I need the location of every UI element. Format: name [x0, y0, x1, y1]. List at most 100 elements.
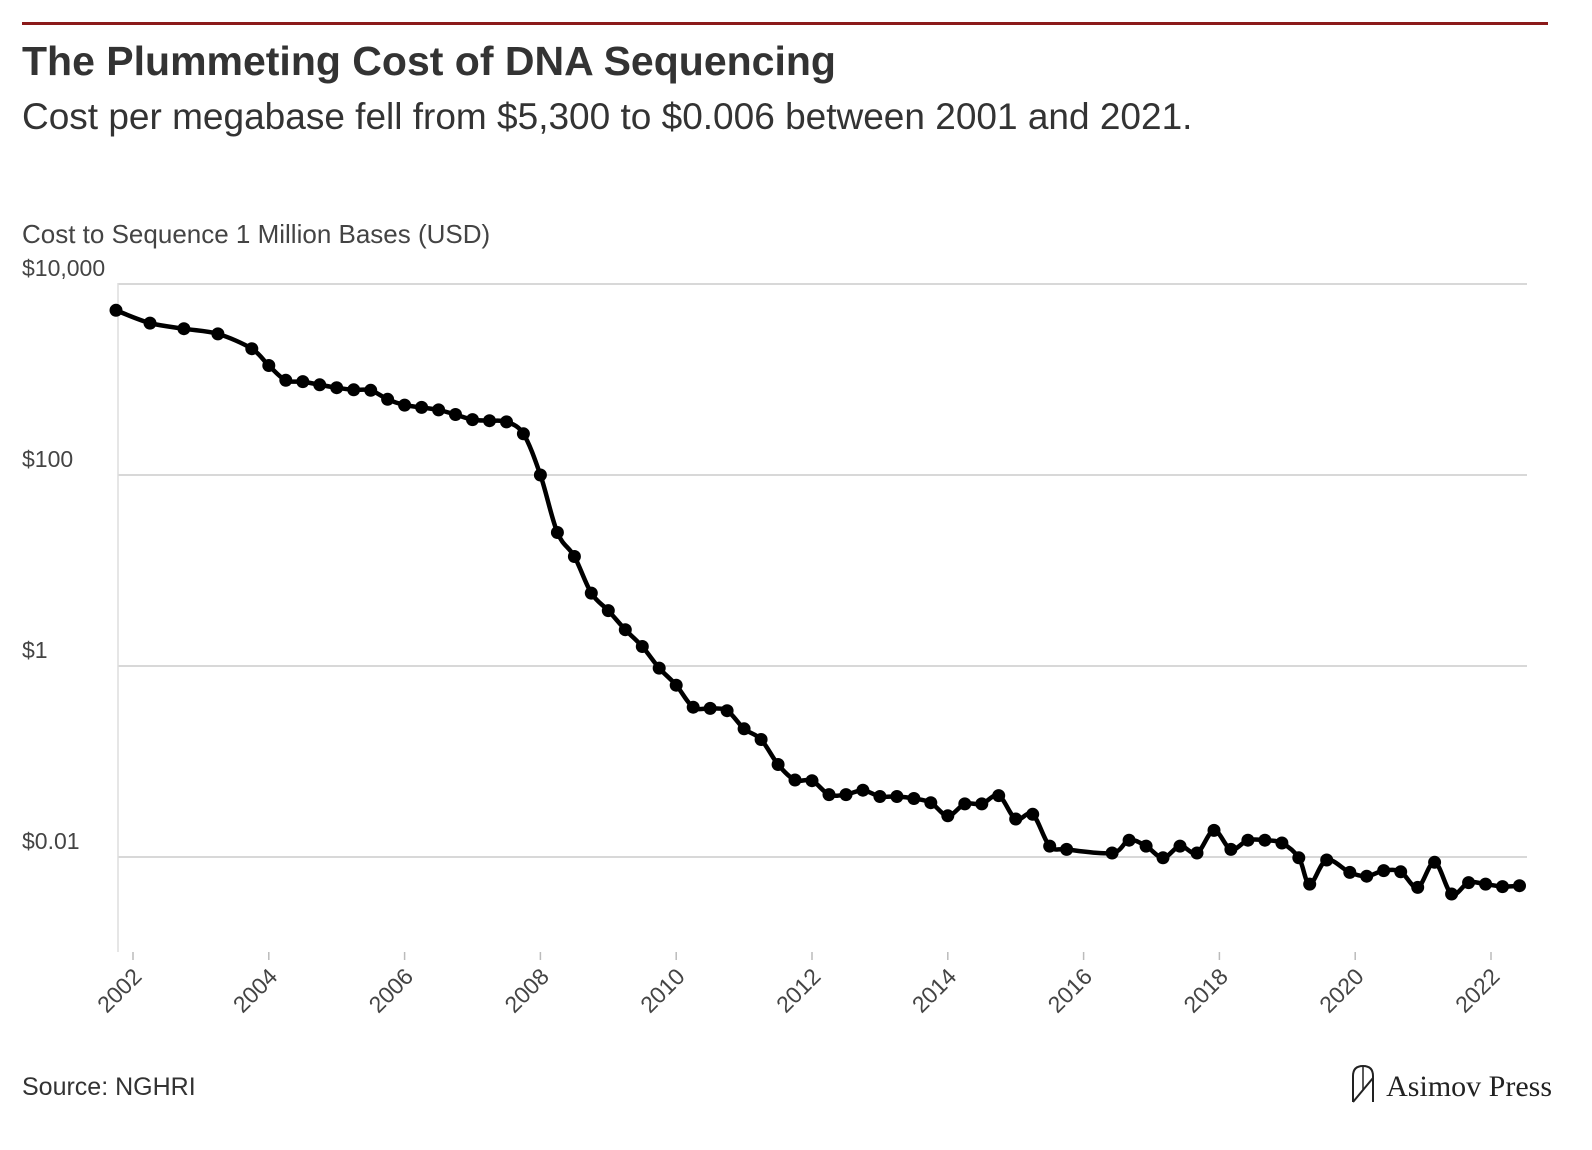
data-point	[1513, 879, 1526, 893]
data-point	[262, 359, 276, 372]
chart-subtitle: Cost per megabase fell from $5,300 to $0…	[22, 96, 1193, 137]
data-point	[924, 796, 938, 810]
data-point	[381, 392, 395, 406]
data-point	[941, 809, 955, 823]
data-point	[330, 381, 344, 395]
data-point	[1292, 851, 1306, 865]
data-point	[686, 700, 700, 714]
data-point	[1156, 851, 1170, 865]
x-tick-label: 2016	[1043, 963, 1098, 1018]
x-tick-label: 2004	[228, 963, 283, 1018]
data-point	[873, 790, 887, 803]
top-rule	[22, 22, 1548, 25]
data-point	[279, 373, 293, 387]
data-point	[618, 623, 632, 637]
data-point	[1394, 865, 1408, 879]
data-point	[313, 378, 327, 392]
data-point	[449, 408, 462, 421]
data-point	[1122, 833, 1136, 847]
data-point	[805, 774, 819, 788]
data-point	[737, 722, 751, 736]
y-tick-label: $0.01	[22, 828, 80, 854]
x-tick-label: 2022	[1450, 963, 1505, 1018]
data-point	[1496, 880, 1509, 894]
data-point	[500, 415, 513, 429]
x-tick-labels: 2002 2004 2006 2008 2010 2012 2014 2016 2018 2020…	[92, 963, 1505, 1018]
data-point	[788, 773, 802, 787]
data-point	[652, 661, 666, 675]
data-point	[533, 468, 547, 482]
axis-layer	[117, 283, 1492, 960]
data-point	[1360, 869, 1374, 883]
data-point	[466, 413, 479, 427]
data-point	[1139, 839, 1153, 853]
data-point	[567, 550, 581, 563]
x-tick-label: 2006	[364, 963, 419, 1018]
data-point	[415, 400, 429, 414]
y-tick-label: $100	[22, 446, 73, 472]
data-point	[720, 704, 734, 718]
data-point	[211, 327, 225, 341]
y-axis-title: Cost to Sequence 1 Million Bases (USD)	[22, 219, 491, 249]
x-tick-label: 2002	[92, 963, 147, 1018]
data-point	[1411, 880, 1425, 894]
data-point	[1303, 877, 1317, 891]
x-tick-label: 2020	[1314, 963, 1369, 1018]
data-point	[992, 789, 1006, 803]
data-point	[347, 383, 361, 397]
data-point	[754, 733, 768, 746]
data-point	[1190, 846, 1204, 860]
data-point	[1428, 855, 1442, 869]
data-point	[1320, 853, 1334, 867]
data-point	[958, 797, 972, 811]
data-point	[1258, 833, 1272, 847]
data-point	[703, 701, 717, 715]
data-point	[1173, 839, 1187, 853]
data-point	[1275, 836, 1289, 850]
data-point	[771, 758, 785, 771]
data-point	[1445, 887, 1459, 901]
data-point	[483, 414, 496, 428]
data-point	[1462, 876, 1476, 890]
data-point	[1479, 877, 1493, 891]
series-line	[113, 308, 1522, 897]
data-point	[975, 797, 989, 811]
data-point	[822, 788, 836, 802]
x-tick-label: 2012	[771, 963, 826, 1018]
x-tick-label: 2010	[635, 963, 690, 1018]
x-tick-label: 2018	[1178, 963, 1233, 1018]
data-point	[1377, 864, 1391, 878]
data-point	[1224, 842, 1238, 856]
data-point	[1207, 823, 1221, 837]
data-point	[1343, 865, 1357, 879]
data-point	[143, 316, 157, 330]
brand: Asimov Press	[1350, 1064, 1552, 1109]
brand-name: Asimov Press	[1386, 1069, 1552, 1103]
data-point	[550, 526, 564, 539]
source-note: Source: NGHRI	[22, 1073, 196, 1101]
y-tick-label: $10,000	[22, 255, 105, 281]
y-tick-labels: $10,000 $100 $1 $0.01	[22, 255, 105, 854]
data-point	[839, 788, 853, 802]
data-point	[907, 792, 921, 805]
data-point	[432, 403, 446, 417]
x-tick-label: 2014	[907, 963, 962, 1018]
data-point	[635, 640, 649, 653]
series-layer	[109, 303, 1526, 901]
data-point	[856, 783, 870, 797]
data-point	[669, 678, 683, 692]
data-point	[1241, 833, 1255, 847]
data-point	[1105, 846, 1119, 860]
grid-layer	[118, 283, 1527, 858]
data-point	[398, 398, 412, 412]
data-point	[601, 604, 615, 618]
y-tick-label: $1	[22, 637, 48, 663]
data-point	[516, 427, 530, 441]
data-point	[109, 303, 123, 317]
data-point	[1043, 839, 1057, 853]
asimov-logo-icon	[1350, 1064, 1376, 1109]
chart-title: The Plummeting Cost of DNA Sequencing	[22, 38, 836, 84]
data-point	[1060, 842, 1074, 856]
data-point	[364, 383, 378, 397]
